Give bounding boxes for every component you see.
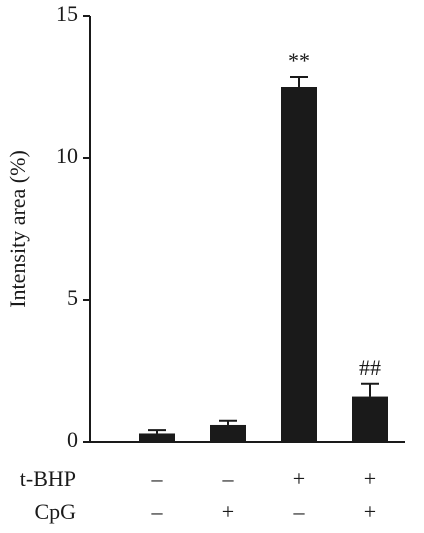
significance-label: ** (288, 48, 310, 73)
condition-value: + (222, 499, 234, 524)
significance-label: ## (359, 355, 381, 380)
y-tick-label: 5 (67, 285, 78, 310)
condition-value: + (364, 466, 376, 491)
condition-value: + (364, 499, 376, 524)
y-tick-label: 10 (56, 143, 78, 168)
condition-value: – (151, 499, 164, 524)
condition-value: – (222, 466, 235, 491)
condition-value: – (293, 499, 306, 524)
bar (210, 424, 246, 442)
condition-name: t-BHP (20, 466, 76, 491)
condition-name: CpG (34, 499, 76, 524)
axes (89, 16, 405, 443)
bar (352, 396, 388, 442)
bar (281, 87, 317, 442)
y-axis-label: Intensity area (%) (5, 150, 30, 308)
condition-value: + (293, 466, 305, 491)
bar (139, 433, 175, 442)
y-tick-label: 0 (67, 427, 78, 452)
condition-value: – (151, 466, 164, 491)
y-tick-label: 15 (56, 1, 78, 26)
